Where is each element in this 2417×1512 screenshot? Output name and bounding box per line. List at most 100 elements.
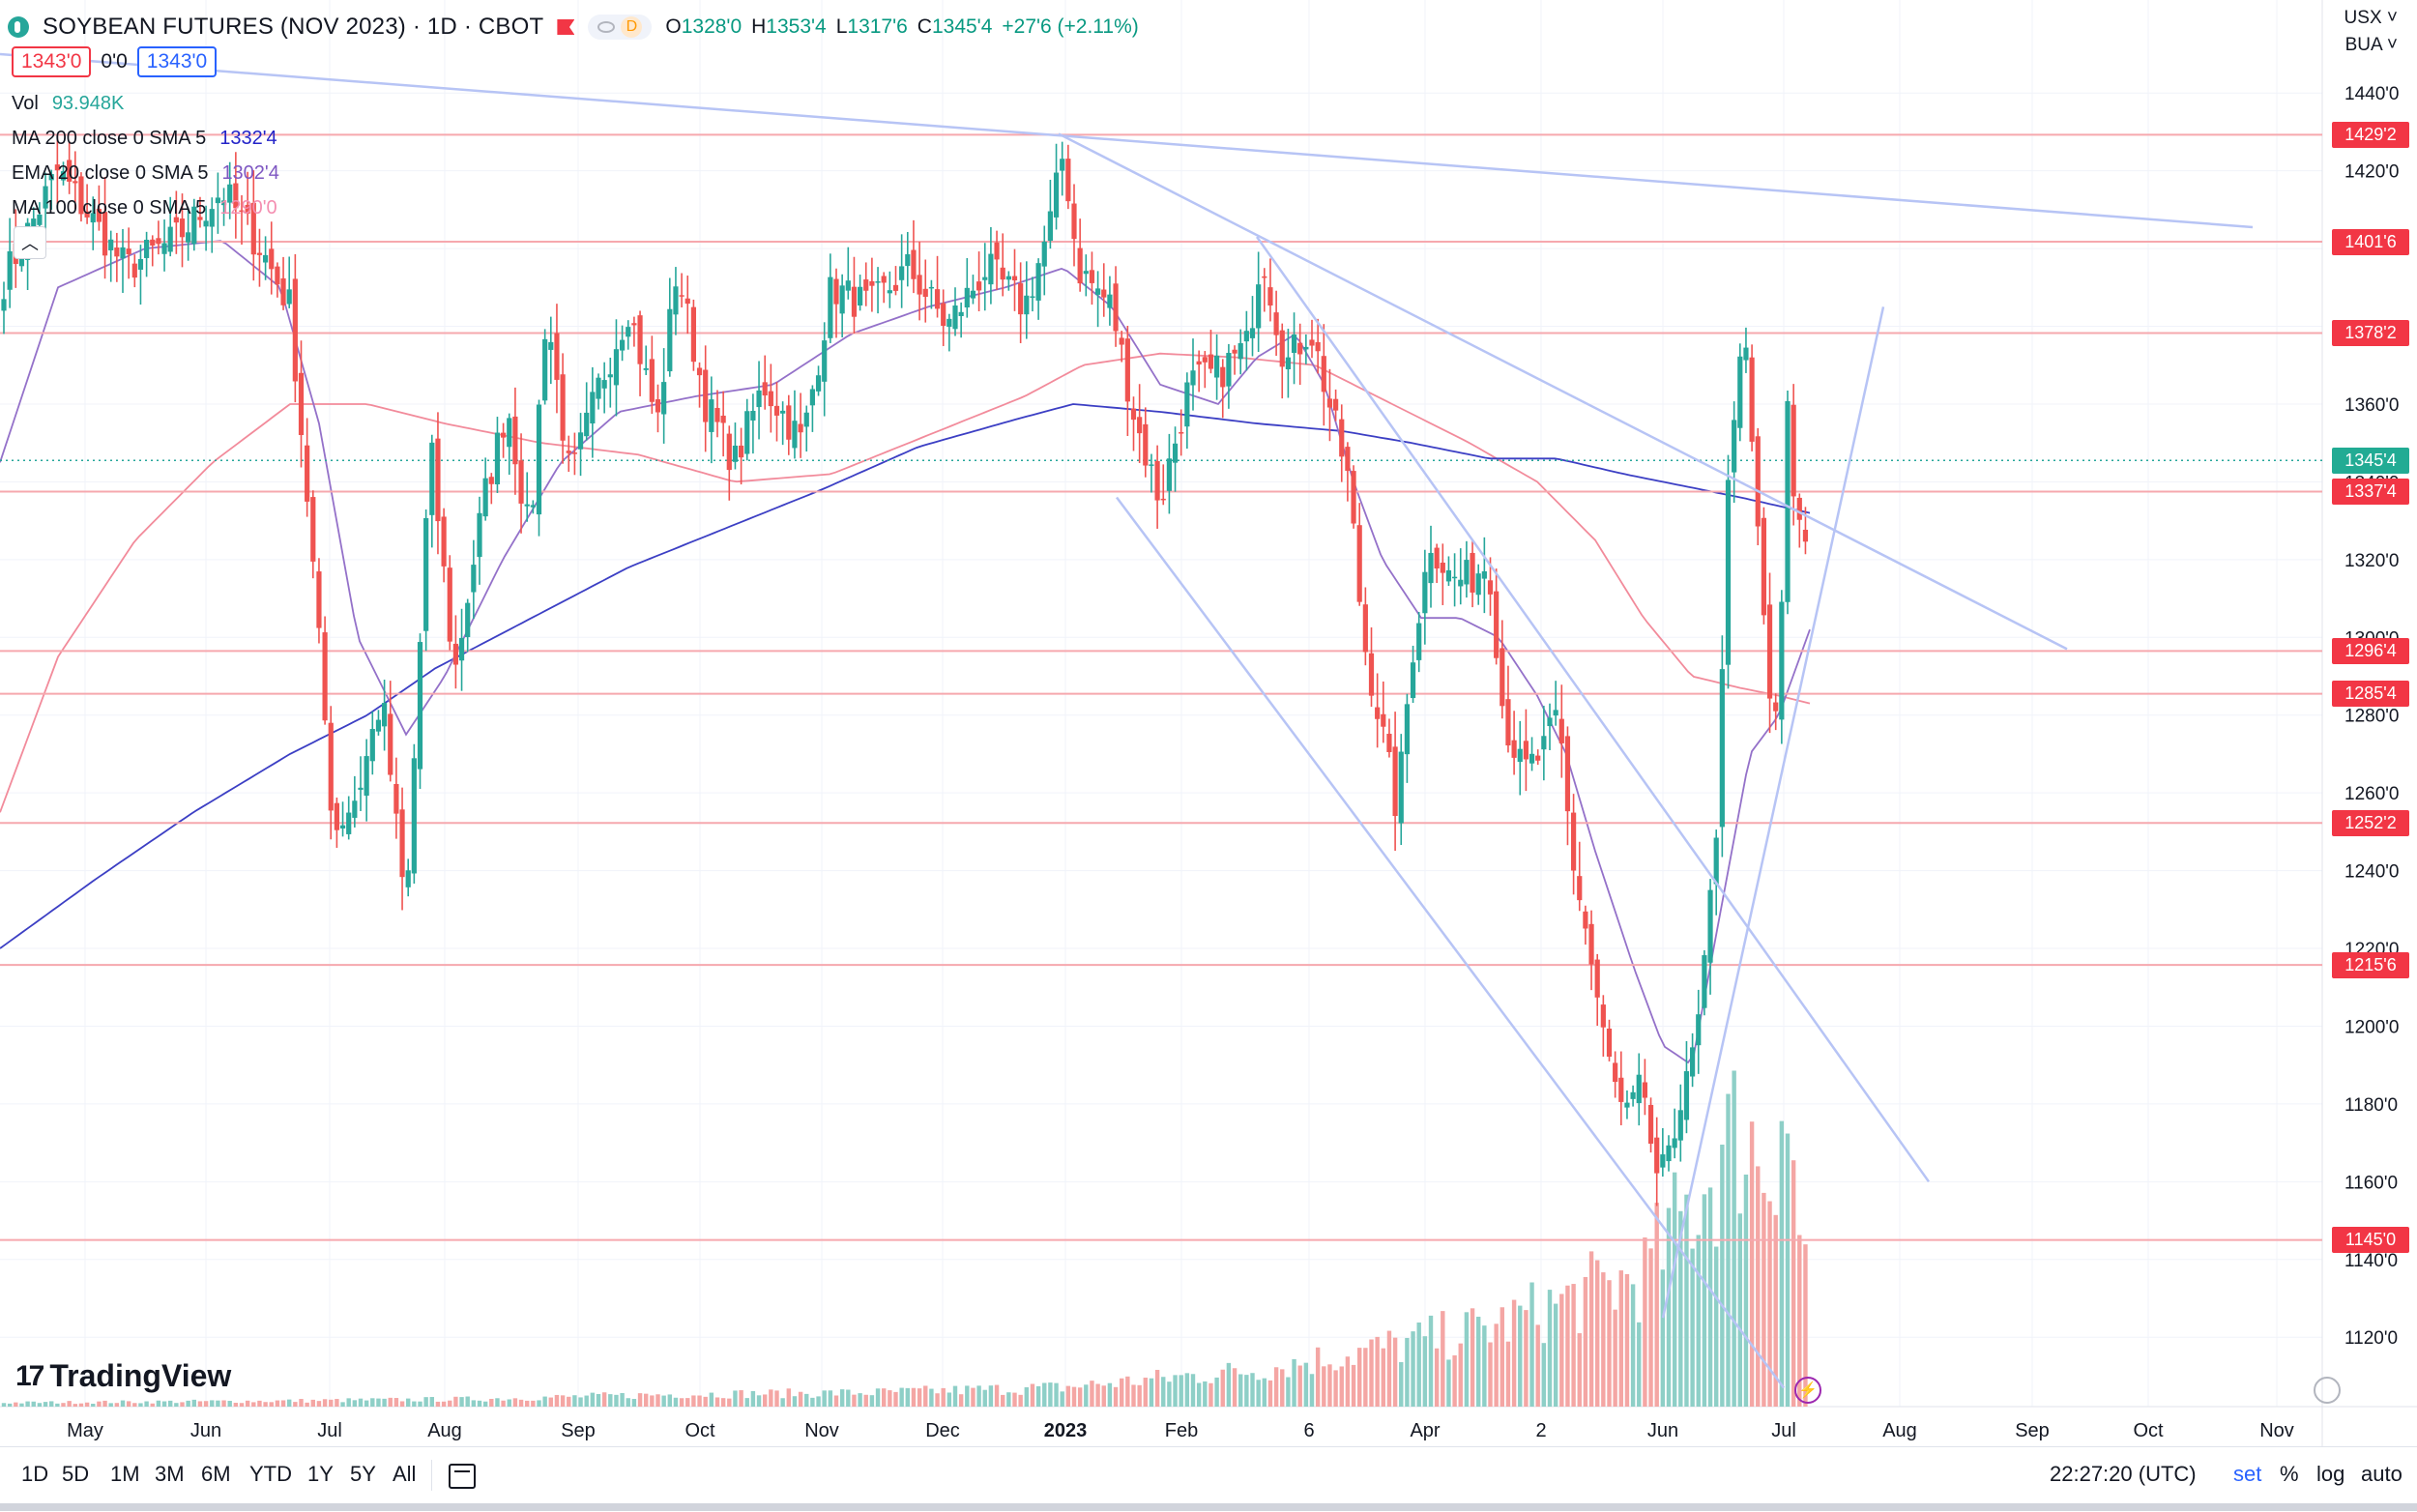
- timeframe-6m[interactable]: 6M: [201, 1462, 231, 1486]
- candle-body: [1553, 710, 1558, 716]
- volume-bar: [412, 1401, 417, 1407]
- collapse-legend-button[interactable]: ︿: [14, 226, 46, 259]
- settings-gear-icon[interactable]: [2314, 1377, 2341, 1404]
- candle-body: [388, 713, 393, 775]
- session-toggle[interactable]: set: [2233, 1462, 2262, 1486]
- utc-clock[interactable]: 22:27:20 (UTC): [2050, 1462, 2197, 1486]
- timeframe-5y[interactable]: 5Y: [350, 1462, 376, 1486]
- candle-body: [1464, 560, 1470, 585]
- lightning-icon[interactable]: ⚡: [1794, 1377, 1821, 1404]
- candle-body: [542, 338, 548, 401]
- visibility-pill[interactable]: D: [588, 15, 653, 40]
- volume-bar: [620, 1393, 625, 1407]
- auto-toggle[interactable]: auto: [2361, 1462, 2402, 1486]
- candle-body: [1124, 338, 1130, 402]
- currency-selector[interactable]: USX ˅: [2344, 8, 2398, 28]
- timeframe-3m[interactable]: 3M: [155, 1462, 185, 1486]
- volume-bar: [750, 1390, 756, 1407]
- last-price-tag: 1345'4: [2332, 447, 2409, 474]
- volume-bar: [1143, 1378, 1148, 1407]
- sell-button[interactable]: 1343'0: [12, 46, 92, 77]
- candle-body: [1606, 1028, 1613, 1058]
- candle-body: [1053, 172, 1060, 218]
- percent-toggle[interactable]: %: [2280, 1462, 2299, 1486]
- volume-bar: [1518, 1305, 1523, 1407]
- candle-body: [584, 412, 590, 437]
- unit-selector[interactable]: BUA ˅: [2344, 35, 2398, 55]
- candle-body: [851, 286, 858, 317]
- candle-body: [536, 404, 542, 515]
- price-axis: 1120'01140'01160'01180'01200'01220'01240…: [2344, 84, 2399, 1349]
- timeframe-5d[interactable]: 5D: [62, 1462, 90, 1486]
- indicator-ma200[interactable]: MA 200 close 0 SMA 5 1332'4: [12, 128, 277, 149]
- candle-body: [637, 315, 643, 364]
- log-toggle[interactable]: log: [2316, 1462, 2345, 1486]
- volume-bar: [1369, 1339, 1374, 1407]
- candle-body: [1172, 443, 1179, 463]
- buy-button[interactable]: 1343'0: [136, 46, 218, 77]
- timeframe-1y[interactable]: 1Y: [307, 1462, 334, 1486]
- volume-bar: [1381, 1348, 1385, 1407]
- volume-bar: [952, 1385, 958, 1407]
- candle-body: [822, 340, 828, 382]
- candle-body: [1351, 471, 1356, 524]
- volume-bar: [1226, 1362, 1232, 1407]
- candle-body: [280, 277, 286, 305]
- candle-body: [1677, 1110, 1683, 1141]
- volume-bar: [210, 1400, 215, 1407]
- volume-bar: [1220, 1369, 1225, 1407]
- volume-bar: [673, 1397, 679, 1407]
- time-tick-label: Apr: [1410, 1420, 1440, 1441]
- candle-body: [964, 287, 970, 307]
- volume-bar: [1084, 1384, 1089, 1407]
- candle-body: [1719, 669, 1725, 828]
- volume-bar: [150, 1403, 155, 1407]
- candle-body: [1713, 837, 1719, 885]
- candle-body: [1113, 283, 1119, 332]
- volume-bar: [1446, 1359, 1451, 1407]
- candle-body: [382, 703, 388, 727]
- candle-body: [1683, 1071, 1690, 1120]
- indicator-ema20[interactable]: EMA 20 close 0 SMA 5 1302'4: [12, 162, 279, 184]
- candle-body: [102, 212, 108, 256]
- flag-icon[interactable]: [557, 19, 575, 35]
- symbol-title[interactable]: SOYBEAN FUTURES (NOV 2023) · 1D · CBOT: [43, 14, 544, 40]
- timeframe-1d[interactable]: 1D: [21, 1462, 49, 1486]
- timeframe-1m[interactable]: 1M: [110, 1462, 140, 1486]
- candle-body: [1475, 573, 1481, 596]
- volume-bar: [1648, 1248, 1653, 1407]
- candle-body: [328, 722, 334, 811]
- candle-body: [590, 392, 596, 424]
- calendar-icon[interactable]: [449, 1464, 476, 1489]
- candle-body: [1232, 349, 1238, 354]
- candle-body: [1558, 718, 1564, 743]
- indicator-ma100[interactable]: MA 100 close 0 SMA 5 1290'0: [12, 197, 277, 218]
- volume-bar: [626, 1398, 630, 1407]
- volume-bar: [548, 1397, 553, 1407]
- eye-icon[interactable]: [597, 21, 616, 33]
- volume-bar: [994, 1384, 1000, 1407]
- volume-bar: [1333, 1370, 1338, 1407]
- level-price-tag: 1145'0: [2332, 1227, 2409, 1254]
- volume-bar: [988, 1385, 994, 1407]
- candle-body: [684, 298, 690, 305]
- indicator-volume[interactable]: Vol 93.948K: [12, 93, 125, 114]
- volume-bar: [1357, 1348, 1362, 1407]
- spread-value: 0'0: [101, 50, 128, 73]
- candle-body: [911, 249, 917, 279]
- candle-body: [828, 276, 833, 338]
- candle-body: [1416, 623, 1422, 660]
- candle-body: [673, 286, 679, 315]
- volume-bar: [1613, 1309, 1617, 1407]
- volume-bar: [578, 1397, 583, 1407]
- candle-body: [269, 248, 275, 270]
- volume-bar: [1654, 1203, 1659, 1407]
- candle-body: [560, 374, 566, 441]
- timeframe-all[interactable]: All: [393, 1462, 417, 1486]
- volume-bar: [1256, 1380, 1261, 1407]
- candle-body: [875, 281, 881, 283]
- timeframe-ytd[interactable]: YTD: [249, 1462, 292, 1486]
- candle-body: [358, 787, 364, 790]
- volume-bar: [1131, 1384, 1136, 1407]
